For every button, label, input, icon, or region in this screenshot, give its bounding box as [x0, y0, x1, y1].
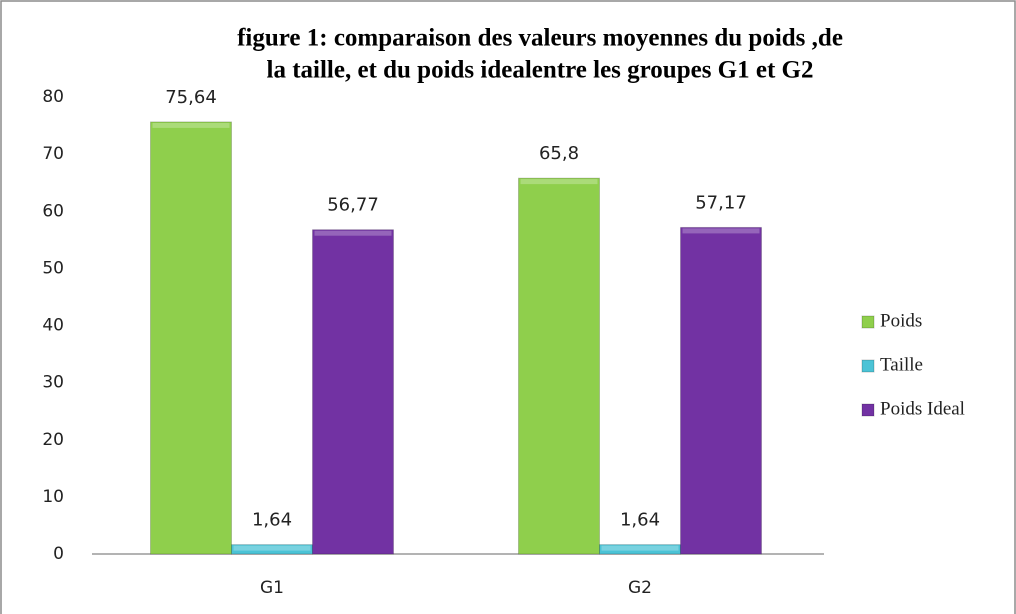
- x-tick-label: G1: [260, 578, 284, 598]
- chart-title: figure 1: comparaison des valeurs moyenn…: [237, 25, 843, 52]
- y-tick-label: 60: [42, 201, 64, 221]
- value-label: 56,77: [327, 195, 379, 216]
- y-tick-label: 50: [42, 258, 64, 278]
- legend-label: Poids Ideal: [880, 398, 965, 419]
- legend-swatch: [861, 359, 875, 373]
- legend-swatch: [861, 315, 875, 329]
- y-tick-label: 0: [53, 544, 64, 564]
- y-tick-label: 30: [42, 373, 64, 393]
- value-label: 65,8: [539, 143, 579, 164]
- y-tick-label: 10: [42, 487, 64, 507]
- bar-highlight: [520, 179, 598, 185]
- y-tick-label: 20: [42, 430, 64, 450]
- value-label: 1,64: [252, 510, 292, 531]
- x-tick-label: G2: [628, 578, 652, 598]
- y-tick-label: 40: [42, 316, 64, 336]
- legend-swatch: [861, 403, 875, 417]
- value-label: 75,64: [165, 87, 217, 108]
- bar: [518, 177, 600, 555]
- legend-label: Taille: [880, 354, 923, 375]
- value-label: 1,64: [620, 510, 660, 531]
- bar-highlight: [233, 545, 311, 551]
- legend-label: Poids: [880, 310, 922, 331]
- bar-highlight: [314, 230, 392, 236]
- bar-highlight: [682, 228, 760, 234]
- bar: [150, 121, 232, 555]
- value-label: 57,17: [695, 192, 747, 213]
- bar: [680, 226, 762, 555]
- chart-title: la taille, et du poids idealentre les gr…: [267, 57, 814, 84]
- bar: [312, 229, 394, 555]
- y-tick-label: 80: [42, 87, 64, 107]
- y-tick-label: 70: [42, 144, 64, 164]
- bar-highlight: [152, 122, 230, 128]
- bar-highlight: [601, 545, 679, 551]
